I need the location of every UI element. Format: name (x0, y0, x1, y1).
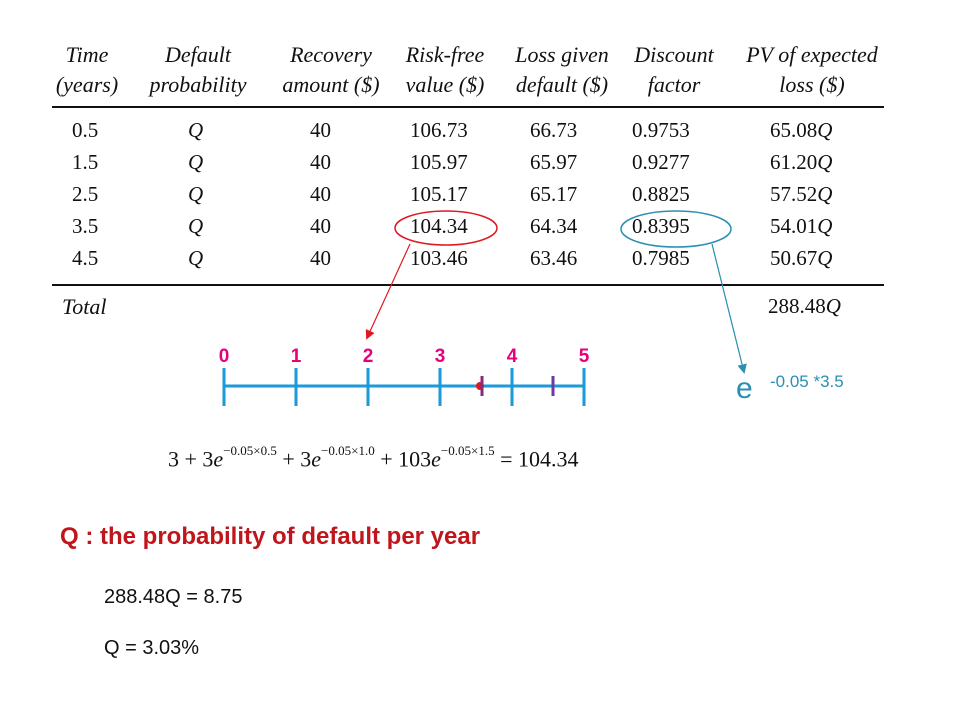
formula-e: e (311, 446, 322, 472)
red-arrow (365, 243, 411, 340)
cell-pv-q: Q (817, 150, 833, 174)
cell-pv-q: Q (817, 182, 833, 206)
q-definition: Q : the probability of default per year (60, 523, 481, 550)
cell-pv: 50.67 (770, 246, 818, 270)
cell-lgd: 65.97 (530, 150, 578, 174)
header-risk-free-value: Risk-free value ($) (405, 42, 485, 97)
cell-risk-free: 105.97 (410, 150, 468, 174)
cell-discount: 0.8395 (632, 214, 690, 238)
header-recovery-amount: Recovery amount ($) (282, 42, 380, 97)
risk-free-highlight-circle (394, 210, 498, 246)
blue-arrow (711, 243, 747, 374)
total-rule (52, 284, 884, 286)
cell-pv: 57.52 (770, 182, 818, 206)
cell-time: 3.5 (72, 214, 99, 238)
header-discount-factor: Discount factor (634, 42, 714, 97)
cell-time: 4.5 (72, 246, 99, 270)
cell-lgd: 64.34 (530, 214, 578, 238)
timeline-label: 4 (506, 346, 518, 367)
risk-free-formula: 3 + 3e−0.05×0.5 + 3e−0.05×1.0 + 103e−0.0… (168, 443, 579, 472)
timeline-label: 2 (362, 346, 374, 367)
total-value: 288.48 (768, 294, 826, 318)
cell-pv-q: Q (817, 246, 833, 270)
timeline-label: 0 (218, 346, 230, 367)
formula-exponent: −0.05×1.5 (440, 443, 495, 458)
cell-pv-q: Q (817, 214, 833, 238)
discount-highlight-circle (620, 210, 732, 248)
timeline-label: 3 (434, 346, 446, 367)
header-time: Time (years) (55, 42, 119, 97)
total-label: Total (62, 294, 107, 319)
cell-lgd: 65.17 (530, 182, 578, 206)
discount-annotation-exponent: -0.05 *3.5 (770, 372, 844, 391)
cell-recovery: 40 (310, 246, 331, 270)
cell-default-prob: Q (188, 150, 204, 174)
cell-recovery: 40 (310, 182, 331, 206)
timeline-label: 5 (578, 346, 590, 367)
loss-table: Time (years) Default probability Recovery a… (52, 36, 888, 326)
header-loss-given-default: Loss given default ($) (515, 42, 609, 97)
formula-term: + 103 (374, 446, 432, 472)
formula-exponent: −0.05×1.0 (321, 443, 375, 458)
cell-time: 1.5 (72, 150, 99, 174)
cell-recovery: 40 (310, 214, 331, 238)
header-rule (52, 106, 884, 108)
formula-term: + 3 (276, 446, 312, 472)
formula-e: e (213, 446, 224, 472)
cell-discount: 0.7985 (632, 246, 690, 270)
formula-e: e (431, 446, 441, 472)
cell-discount: 0.8825 (632, 182, 690, 206)
cell-pv: 65.08 (770, 118, 818, 142)
equation-line-2: Q = 3.03% (104, 637, 200, 659)
cell-time: 0.5 (72, 118, 99, 142)
cell-lgd: 66.73 (530, 118, 578, 142)
cell-default-prob: Q (188, 246, 204, 270)
cell-discount: 0.9753 (632, 118, 690, 142)
discount-annotation-base: e (736, 372, 753, 405)
cell-risk-free: 106.73 (410, 118, 468, 142)
cell-discount: 0.9277 (632, 150, 690, 174)
cell-pv-q: Q (817, 118, 833, 142)
cell-default-prob: Q (188, 182, 204, 206)
header-default-probability: Default probability (149, 42, 247, 97)
cell-time: 2.5 (72, 182, 99, 206)
cell-pv: 54.01 (770, 214, 818, 238)
cell-default-prob: Q (188, 214, 204, 238)
equation-line-1: 288.48Q = 8.75 (104, 586, 243, 608)
cell-recovery: 40 (310, 118, 331, 142)
cell-default-prob: Q (188, 118, 204, 142)
cell-risk-free: 103.46 (410, 246, 468, 270)
cell-recovery: 40 (310, 150, 331, 174)
total-value-q: Q (825, 294, 841, 318)
formula-term: 3 + 3 (168, 446, 214, 472)
timeline-label: 1 (290, 346, 302, 367)
cell-pv: 61.20 (770, 150, 818, 174)
cell-lgd: 63.46 (530, 246, 578, 270)
cell-risk-free: 104.34 (410, 214, 468, 238)
header-pv-expected-loss: PV of expected loss ($) (746, 42, 878, 97)
formula-exponent: −0.05×0.5 (223, 443, 277, 458)
formula-result: = 104.34 (494, 446, 579, 472)
cell-risk-free: 105.17 (410, 182, 468, 206)
